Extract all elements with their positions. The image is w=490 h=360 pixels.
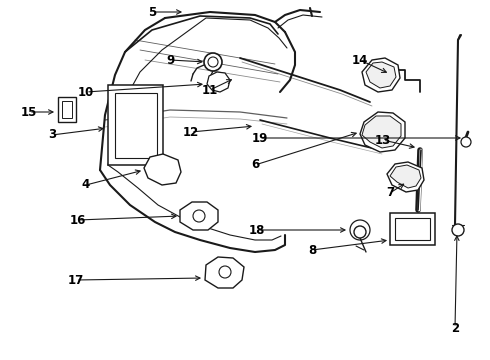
Bar [108, 85, 163, 165]
Bar [390, 213, 435, 245]
Text: 5: 5 [148, 5, 156, 18]
Text: 9: 9 [166, 54, 174, 67]
Text: 7: 7 [386, 186, 394, 199]
Text: 10: 10 [78, 85, 94, 99]
Bar [395, 218, 430, 240]
Text: 12: 12 [183, 126, 199, 139]
Polygon shape [207, 72, 230, 92]
Text: 13: 13 [375, 134, 391, 147]
Polygon shape [366, 62, 396, 88]
Circle shape [208, 57, 218, 67]
Bar [62, 101, 72, 118]
Bar [58, 97, 76, 122]
Circle shape [219, 266, 231, 278]
Text: 11: 11 [202, 84, 218, 96]
Text: 2: 2 [451, 321, 459, 334]
Text: 8: 8 [308, 243, 316, 256]
Polygon shape [362, 58, 400, 92]
Polygon shape [180, 202, 218, 230]
Text: 14: 14 [352, 54, 368, 67]
Polygon shape [360, 112, 405, 152]
Polygon shape [205, 257, 244, 288]
Text: 17: 17 [68, 274, 84, 287]
Polygon shape [390, 165, 421, 188]
Circle shape [461, 137, 471, 147]
Bar [115, 93, 157, 158]
Circle shape [354, 226, 366, 238]
Circle shape [204, 53, 222, 71]
Polygon shape [144, 154, 181, 185]
Text: 19: 19 [252, 131, 268, 144]
Text: 18: 18 [249, 224, 265, 237]
Polygon shape [387, 162, 424, 192]
Circle shape [452, 224, 464, 236]
Text: 6: 6 [251, 158, 259, 171]
Polygon shape [362, 116, 401, 148]
Text: 16: 16 [70, 213, 86, 226]
Text: 3: 3 [48, 129, 56, 141]
Text: 15: 15 [21, 105, 37, 118]
Text: 4: 4 [82, 179, 90, 192]
Circle shape [193, 210, 205, 222]
